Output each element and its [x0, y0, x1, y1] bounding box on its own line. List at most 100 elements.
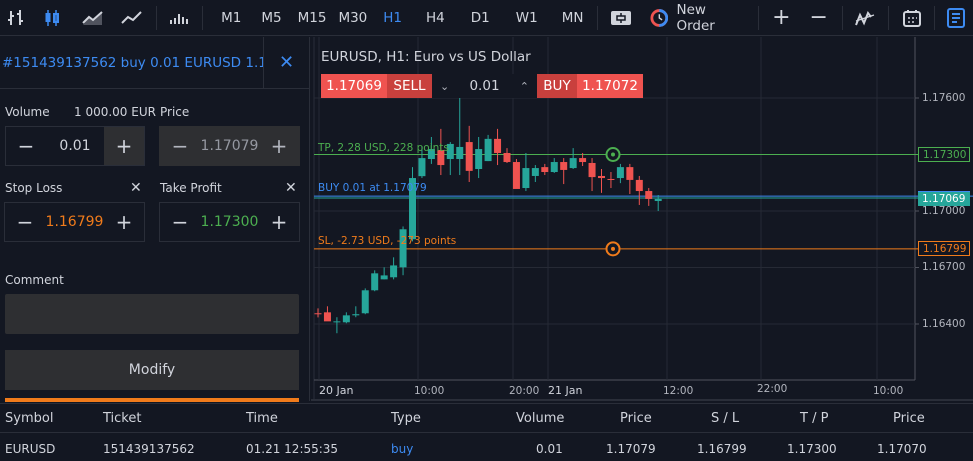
sell-button[interactable]: SELL: [387, 74, 432, 98]
price-label: Price: [160, 105, 190, 119]
top-toolbar: M1 M5 M15 M30 H1 H4 D1 W1 MN New Order +…: [0, 0, 973, 36]
plus-icon: +: [115, 134, 133, 158]
trade-volume-control: ⌄ 0.01 ⌃: [432, 74, 537, 98]
price-increase-button[interactable]: +: [259, 127, 299, 165]
clear-take-profit-button[interactable]: ✕: [285, 180, 297, 196]
timeframe-w1[interactable]: W1: [515, 9, 538, 26]
new-order-button[interactable]: New Order: [640, 0, 754, 36]
x-tick-label: 12:00: [663, 385, 694, 397]
modify-button[interactable]: Modify: [5, 350, 299, 390]
x-tick-label: 20:00: [509, 385, 540, 397]
column-header-price[interactable]: Price: [620, 411, 652, 426]
volume-increase-button[interactable]: +: [104, 127, 144, 165]
zoom-in-button[interactable]: +: [763, 0, 800, 36]
cell-type: buy: [391, 441, 414, 456]
bar-chart-button[interactable]: [0, 0, 32, 36]
position-line-label[interactable]: BUY 0.01 at 1.17079: [318, 182, 427, 194]
column-header-symbol[interactable]: Symbol: [5, 411, 54, 426]
y-tick-label: 1.17600: [922, 92, 966, 104]
volume-down-chevron-icon[interactable]: ⌄: [440, 79, 450, 93]
stop-loss-decrease-button[interactable]: −: [5, 203, 45, 241]
toolbar-divider: [202, 5, 204, 30]
column-header-current-price[interactable]: Price: [893, 411, 925, 426]
buy-price-button[interactable]: 1.17072: [577, 74, 643, 98]
column-header-volume[interactable]: Volume: [516, 411, 565, 426]
clear-stop-loss-button[interactable]: ✕: [130, 180, 142, 196]
x-tick-label: 21 Jan: [548, 384, 583, 397]
table-row[interactable]: EURUSD 151439137562 01.21 12:55:35 buy 0…: [0, 434, 973, 461]
plus-icon: +: [270, 210, 288, 234]
indicators-button[interactable]: [846, 0, 883, 36]
take-profit-increase-button[interactable]: +: [259, 203, 299, 241]
x-tick-label: 10:00: [873, 385, 904, 397]
sell-price-button[interactable]: 1.17069: [321, 74, 387, 98]
cell-ticket: 151439137562: [103, 441, 195, 456]
volume-up-chevron-icon[interactable]: ⌃: [519, 79, 529, 93]
new-order-icon: [650, 8, 669, 27]
order-modify-panel: #151439137562 buy 0.01 EURUSD 1.17... ✕ …: [0, 36, 310, 402]
candlestick-chart-button[interactable]: [32, 0, 73, 36]
plus-icon: +: [772, 5, 791, 30]
timeframe-m5[interactable]: M5: [261, 9, 282, 26]
price-input[interactable]: 1.17079: [200, 138, 259, 154]
timeframe-mn[interactable]: MN: [561, 9, 584, 26]
calendar-button[interactable]: [893, 0, 930, 36]
toolbar-divider: [597, 5, 599, 30]
toolbar-divider: [841, 5, 843, 30]
positions-table: Symbol Ticket Time Type Volume Price S /…: [0, 403, 973, 461]
new-order-label: New Order: [676, 1, 715, 34]
price-chart[interactable]: EURUSD, H1: Euro vs US Dollar 1.17069 SE…: [311, 37, 973, 401]
column-header-ticket[interactable]: Ticket: [103, 411, 142, 426]
take-profit-input[interactable]: 1.17300: [200, 214, 259, 230]
volumes-button[interactable]: [161, 0, 198, 36]
area-chart-button[interactable]: [73, 0, 112, 36]
modify-progress-bar: [5, 398, 299, 402]
comment-input[interactable]: [5, 294, 299, 334]
toolbar-divider: [757, 5, 759, 30]
candlestick-plot[interactable]: [311, 37, 973, 401]
volume-decrease-button[interactable]: −: [6, 127, 46, 165]
timeframe-h4[interactable]: H4: [426, 9, 445, 26]
plus-icon: +: [115, 210, 133, 234]
trade-panel-toggle[interactable]: [939, 0, 973, 36]
sl-price-tag: 1.16799: [918, 241, 970, 256]
column-header-time[interactable]: Time: [246, 411, 278, 426]
cell-time: 01.21 12:55:35: [246, 441, 339, 456]
timeframe-m1[interactable]: M1: [221, 9, 242, 26]
toolbar-divider: [155, 5, 157, 30]
take-profit-decrease-button[interactable]: −: [160, 203, 200, 241]
timeframe-m15[interactable]: M15: [297, 9, 327, 26]
panel-title: #151439137562 buy 0.01 EURUSD 1.17...: [2, 54, 263, 71]
stop-loss-stepper: − 1.16799 +: [4, 202, 145, 242]
stop-loss-increase-button[interactable]: +: [104, 203, 144, 241]
toolbar-divider: [934, 5, 936, 30]
price-decrease-button[interactable]: −: [160, 127, 200, 165]
minus-icon: −: [17, 134, 35, 158]
volume-label: Volume: [5, 105, 50, 119]
area-chart-icon: [82, 10, 103, 25]
take-profit-stepper: − 1.17300 +: [159, 202, 300, 242]
zoom-out-button[interactable]: −: [800, 0, 837, 36]
sl-line-label[interactable]: SL, -2.73 USD, -273 points: [318, 235, 457, 247]
close-panel-button[interactable]: ✕: [263, 36, 309, 89]
column-header-type[interactable]: Type: [391, 411, 421, 426]
volume-info: 1 000.00 EUR: [74, 105, 156, 119]
tp-price-tag: 1.17300: [918, 147, 970, 162]
timeframe-m30[interactable]: M30: [338, 9, 368, 26]
line-chart-button[interactable]: [112, 0, 151, 36]
timeframe-d1[interactable]: D1: [470, 9, 490, 26]
trade-volume-input[interactable]: 0.01: [469, 78, 500, 94]
volume-input[interactable]: 0.01: [59, 138, 91, 154]
column-header-tp[interactable]: T / P: [800, 411, 829, 426]
candlestick-chart-icon: [45, 9, 60, 26]
tp-line-label[interactable]: TP, 2.28 USD, 228 points: [318, 142, 449, 154]
minus-icon: −: [171, 134, 189, 158]
stop-loss-input[interactable]: 1.16799: [45, 214, 104, 230]
buy-button[interactable]: BUY: [537, 74, 577, 98]
bid-price-tag: 1.17069: [918, 191, 970, 206]
one-click-trading-button[interactable]: [602, 0, 639, 36]
timeframe-h1[interactable]: H1: [383, 9, 403, 26]
x-tick-label: 20 Jan: [319, 384, 354, 397]
column-header-sl[interactable]: S / L: [711, 411, 740, 426]
minus-icon: −: [16, 210, 34, 234]
